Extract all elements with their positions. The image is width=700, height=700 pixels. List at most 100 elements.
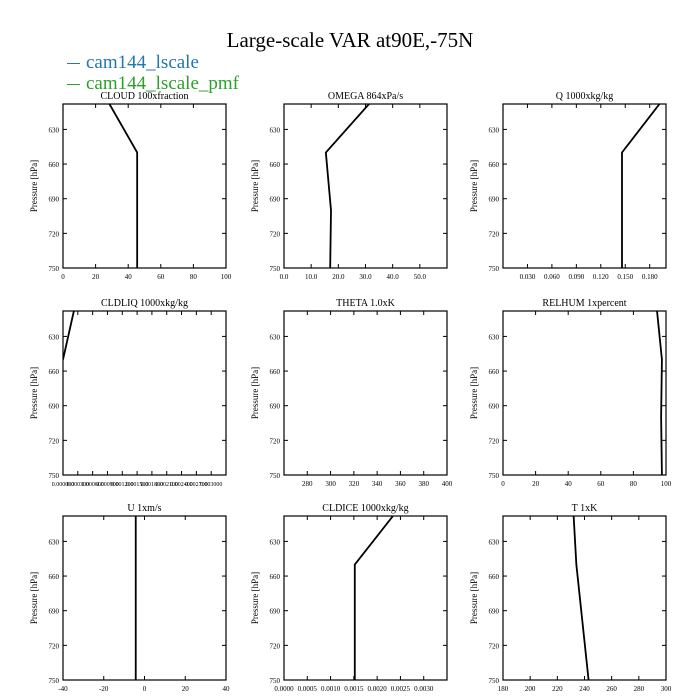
y-tick-label: 630	[489, 333, 500, 341]
x-tick-label: 220	[552, 685, 563, 693]
x-tick-label: 0.000000	[52, 482, 75, 488]
x-tick-label: 30.0	[359, 273, 372, 281]
data-line-0	[621, 104, 661, 268]
data-line-0	[656, 311, 663, 475]
x-tick-label: 20	[532, 480, 540, 488]
x-tick-label: 200	[525, 685, 536, 693]
chart-panel-0: CLOUD 100xfraction 630 660 690 720 750 Pressur…	[29, 91, 232, 281]
x-tick-label: 0.002700	[185, 482, 208, 488]
y-tick-label: 750	[49, 265, 60, 273]
legend-label: cam144_lscale_pmf	[86, 73, 240, 94]
legend: cam144_lscale cam144_lscale_pmf	[67, 52, 239, 94]
x-tick-label: 80	[630, 480, 638, 488]
x-tick-label: 0.001800	[141, 482, 164, 488]
data-line-0	[353, 516, 394, 680]
x-tick-label: 0.002100	[155, 482, 178, 488]
y-tick-label: 750	[270, 472, 281, 480]
y-tick-label: 690	[49, 403, 60, 411]
y-tick-label: 660	[489, 368, 500, 376]
legend-swatch	[67, 63, 80, 65]
y-axis-label: Pressure [hPa]	[29, 367, 39, 419]
y-tick-label: 750	[489, 677, 500, 685]
y-tick-label: 660	[49, 368, 60, 376]
plot-frame	[62, 515, 227, 681]
x-tick-label: 0	[143, 685, 147, 693]
y-tick-label: 660	[49, 161, 60, 169]
data-line-0	[572, 516, 590, 680]
y-tick-label: 720	[270, 437, 281, 445]
y-axis-label: Pressure [hPa]	[250, 160, 260, 212]
data-line-0	[108, 104, 139, 268]
x-tick-label: 10.0	[305, 273, 318, 281]
x-tick-label: 0.0010	[321, 685, 341, 693]
x-tick-label: 300	[325, 480, 336, 488]
chart-panel-5: RELHUM 1xpercent 630 660 690 720 750 Pressure …	[469, 298, 672, 488]
x-tick-label: 280	[302, 480, 313, 488]
x-tick-label: 40	[223, 685, 231, 693]
y-tick-label: 690	[270, 196, 281, 204]
x-tick-label: 0.060	[544, 273, 560, 281]
plot-frame	[502, 103, 667, 269]
y-axis-label: Pressure [hPa]	[469, 367, 479, 419]
chart-panel-6: U 1xm/s 630 660 690 720 750 Pressure [hPa] -40 -…	[29, 503, 230, 693]
panel-title: CLDICE 1000xkg/kg	[322, 503, 408, 514]
y-tick-label: 720	[270, 642, 281, 650]
x-tick-label: 60	[157, 273, 165, 281]
y-tick-label: 750	[49, 677, 60, 685]
y-tick-label: 630	[489, 126, 500, 134]
x-tick-label: 0.000600	[81, 482, 104, 488]
y-tick-label: 750	[270, 677, 281, 685]
x-tick-label: 360	[395, 480, 406, 488]
x-tick-label: 0.180	[642, 273, 658, 281]
x-tick-label: 20	[182, 685, 190, 693]
legend-item-0: cam144_lscale	[67, 52, 239, 73]
y-tick-label: 660	[270, 573, 281, 581]
legend-item-1: cam144_lscale_pmf	[67, 73, 239, 94]
y-axis-label: Pressure [hPa]	[29, 572, 39, 624]
y-axis-label: Pressure [hPa]	[250, 367, 260, 419]
x-tick-label: 0.090	[568, 273, 584, 281]
x-tick-label: -40	[58, 685, 68, 693]
x-tick-label: 0.0000	[274, 685, 294, 693]
legend-swatch	[67, 84, 80, 86]
x-tick-label: 320	[349, 480, 360, 488]
y-tick-label: 690	[270, 403, 281, 411]
y-tick-label: 630	[270, 126, 281, 134]
y-tick-label: 720	[49, 642, 60, 650]
y-tick-label: 660	[489, 573, 500, 581]
x-tick-label: -20	[99, 685, 109, 693]
x-tick-label: 60	[597, 480, 605, 488]
y-axis-label: Pressure [hPa]	[469, 160, 479, 212]
x-tick-label: 0.0	[280, 273, 289, 281]
y-tick-label: 750	[489, 472, 500, 480]
y-tick-label: 630	[49, 126, 60, 134]
x-tick-label: 0.0025	[391, 685, 411, 693]
y-tick-label: 660	[49, 573, 60, 581]
plot-frame	[62, 103, 227, 269]
x-tick-label: 20	[92, 273, 100, 281]
y-tick-label: 720	[489, 642, 500, 650]
x-tick-label: 0.000900	[96, 482, 119, 488]
y-tick-label: 690	[270, 608, 281, 616]
x-tick-label: 0	[501, 480, 505, 488]
y-tick-label: 630	[49, 333, 60, 341]
x-tick-label: 380	[418, 480, 429, 488]
y-tick-label: 690	[49, 608, 60, 616]
plot-frame	[283, 103, 448, 269]
y-tick-label: 750	[49, 472, 60, 480]
x-tick-label: 0.0030	[414, 685, 434, 693]
y-tick-label: 720	[49, 437, 60, 445]
x-tick-label: 100	[661, 480, 672, 488]
x-tick-label: 40	[565, 480, 573, 488]
x-tick-label: 80	[190, 273, 198, 281]
y-tick-label: 660	[489, 161, 500, 169]
x-tick-label: 20.0	[332, 273, 345, 281]
plot-frame	[502, 515, 667, 681]
y-tick-label: 720	[270, 230, 281, 238]
x-tick-label: 0.002400	[170, 482, 193, 488]
chart-panel-3: CLDLIQ 1000xkg/kg 630 660 690 720 750 Pressure…	[29, 298, 227, 488]
y-tick-label: 630	[270, 538, 281, 546]
y-axis-label: Pressure [hPa]	[29, 160, 39, 212]
figure-title: Large-scale VAR at90E,-75N	[226, 28, 474, 52]
